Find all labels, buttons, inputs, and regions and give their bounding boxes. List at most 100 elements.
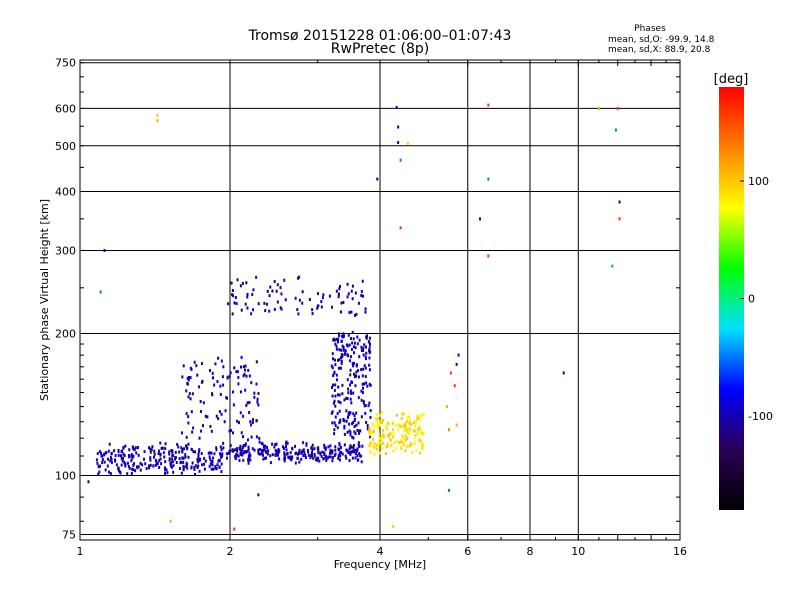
data-point [389,443,392,447]
data-point [298,275,301,279]
data-point [351,341,354,345]
data-point [128,448,131,452]
data-point [208,369,211,373]
data-point [187,421,190,425]
data-point [241,435,244,439]
data-point [350,445,353,449]
data-point [255,382,258,386]
data-point [245,374,248,378]
data-point [416,432,419,436]
data-point [191,461,194,465]
data-point [269,461,272,465]
data-point [301,290,304,294]
data-point [297,312,300,316]
data-point [197,464,200,468]
data-point [346,430,349,434]
data-point [246,438,249,442]
data-point [331,449,334,453]
data-point [149,447,152,451]
data-point [332,456,335,460]
data-point [401,412,404,416]
data-point [261,451,264,455]
data-point [130,453,133,457]
data-point [616,106,619,110]
data-point [101,461,104,465]
data-point [348,447,351,451]
data-point [255,419,258,423]
data-point [109,456,112,460]
data-point [447,488,450,492]
data-point [361,374,364,378]
data-point [333,358,336,362]
data-point [341,452,344,456]
data-point [249,458,252,462]
data-point [177,445,180,449]
data-point [169,464,172,468]
data-point [410,422,413,426]
data-point [158,465,161,469]
data-point [354,456,357,460]
y-tick-label: 200 [55,328,76,341]
data-point [185,389,188,393]
grid-lines [80,60,680,540]
data-point [105,451,108,455]
data-point [319,451,322,455]
data-point [247,458,250,462]
data-point [239,411,242,415]
x-tick-label: 1 [77,545,84,558]
data-point [362,348,365,352]
data-point [362,399,365,403]
data-point [233,527,236,531]
data-point [346,353,349,357]
data-point [263,444,266,448]
data-point [318,459,321,463]
data-point [219,452,222,456]
data-point [349,373,352,377]
data-point [357,375,360,379]
data-point [372,429,375,433]
data-point [241,448,244,452]
data-point [349,397,352,401]
data-point [108,470,111,474]
data-point [385,444,388,448]
data-point [174,455,177,459]
data-point [348,311,351,315]
data-point [337,337,340,341]
data-point [127,464,130,468]
data-point [324,456,327,460]
data-point [349,452,352,456]
data-point [99,290,102,294]
data-point [263,447,266,451]
data-point [187,442,190,446]
data-point [253,395,256,399]
data-point [159,441,162,445]
data-point [315,458,318,462]
data-point [291,447,294,451]
data-point [232,390,235,394]
data-point [421,443,424,447]
data-point [228,429,231,433]
data-point [237,382,240,386]
data-point [320,305,323,309]
data-point [187,415,190,419]
data-point [405,426,408,430]
data-point [203,456,206,460]
data-point [248,400,251,404]
data-point [322,293,325,297]
data-point [241,453,244,457]
data-point [343,419,346,423]
data-point [210,467,213,471]
data-point [356,342,359,346]
data-point [368,433,371,437]
data-point [258,440,261,444]
data-point [189,397,192,401]
data-point [378,423,381,427]
data-point [240,308,243,312]
data-point [139,461,142,465]
data-point [390,432,393,436]
data-point [368,356,371,360]
data-point [97,472,100,476]
data-point [128,454,131,458]
data-point [217,356,220,360]
data-point [264,444,267,448]
